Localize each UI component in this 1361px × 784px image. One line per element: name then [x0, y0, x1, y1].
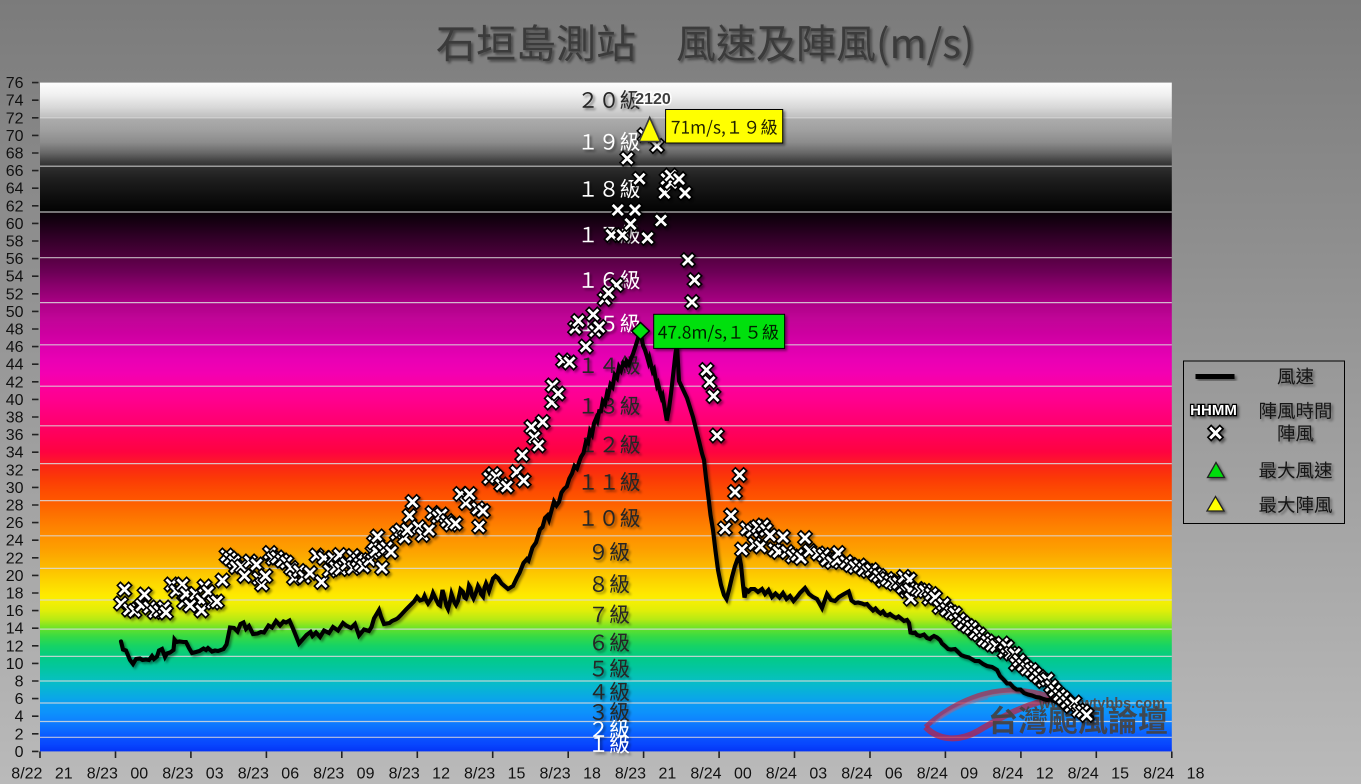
- svg-text:0: 0: [15, 744, 24, 761]
- svg-text:2120: 2120: [635, 91, 671, 108]
- svg-text:36: 36: [6, 427, 24, 444]
- svg-text:58: 58: [6, 234, 24, 251]
- svg-text:6: 6: [15, 691, 24, 708]
- svg-text:54: 54: [6, 269, 24, 286]
- svg-text:8/23 15: 8/23 15: [464, 766, 525, 783]
- svg-text:8/24 12: 8/24 12: [992, 766, 1053, 783]
- svg-text:10: 10: [6, 656, 24, 673]
- svg-text:52: 52: [6, 286, 24, 303]
- svg-text:8/23 18: 8/23 18: [540, 766, 601, 783]
- svg-text:8/24 18: 8/24 18: [1143, 766, 1204, 783]
- svg-text:50: 50: [6, 304, 24, 321]
- svg-text:60: 60: [6, 216, 24, 233]
- svg-text:28: 28: [6, 498, 24, 515]
- svg-text:56: 56: [6, 251, 24, 268]
- svg-text:8/23 00: 8/23 00: [87, 766, 148, 783]
- svg-text:8/22 21: 8/22 21: [11, 766, 72, 783]
- svg-text:14: 14: [6, 621, 24, 638]
- svg-text:48: 48: [6, 322, 24, 339]
- svg-text:8/23 06: 8/23 06: [238, 766, 299, 783]
- svg-text:8/24 15: 8/24 15: [1068, 766, 1129, 783]
- svg-text:22: 22: [6, 550, 24, 567]
- svg-text:40: 40: [6, 392, 24, 409]
- svg-text:8/24 00: 8/24 00: [690, 766, 751, 783]
- svg-text:HHMM: HHMM: [1190, 402, 1237, 419]
- svg-text:2: 2: [15, 726, 24, 743]
- svg-text:70: 70: [6, 128, 24, 145]
- svg-text:72: 72: [6, 110, 24, 127]
- svg-text:18: 18: [6, 586, 24, 603]
- svg-text:44: 44: [6, 357, 24, 374]
- svg-text:8/24 06: 8/24 06: [841, 766, 902, 783]
- svg-text:46: 46: [6, 339, 24, 356]
- svg-text:74: 74: [6, 93, 24, 110]
- svg-text:8/23 09: 8/23 09: [313, 766, 374, 783]
- svg-text:20: 20: [6, 568, 24, 585]
- svg-text:34: 34: [6, 445, 24, 462]
- svg-text:66: 66: [6, 163, 24, 180]
- svg-text:76: 76: [6, 75, 24, 92]
- svg-text:38: 38: [6, 410, 24, 427]
- svg-text:42: 42: [6, 374, 24, 391]
- svg-text:62: 62: [6, 198, 24, 215]
- svg-text:8: 8: [15, 674, 24, 691]
- svg-text:26: 26: [6, 515, 24, 532]
- svg-text:30: 30: [6, 480, 24, 497]
- svg-text:8/23 21: 8/23 21: [615, 766, 676, 783]
- svg-text:24: 24: [6, 533, 24, 550]
- svg-text:8/24 09: 8/24 09: [917, 766, 978, 783]
- svg-text:8/23 03: 8/23 03: [162, 766, 223, 783]
- svg-text:68: 68: [6, 146, 24, 163]
- svg-text:8/24 03: 8/24 03: [766, 766, 827, 783]
- svg-text:64: 64: [6, 181, 24, 198]
- svg-text:8/23 12: 8/23 12: [389, 766, 450, 783]
- svg-text:16: 16: [6, 603, 24, 620]
- svg-text:12: 12: [6, 638, 24, 655]
- svg-text:4: 4: [15, 709, 24, 726]
- svg-text:32: 32: [6, 462, 24, 479]
